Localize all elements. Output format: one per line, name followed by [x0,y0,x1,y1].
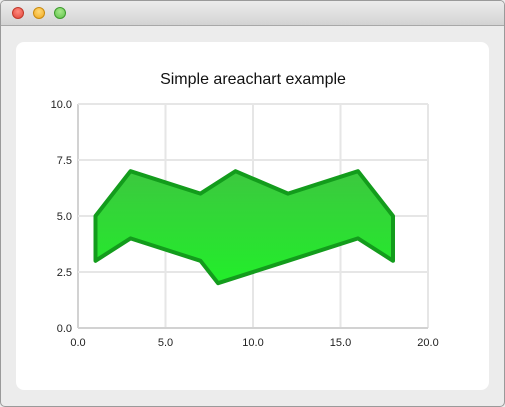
minimize-icon[interactable] [33,7,45,19]
y-tick-label: 0.0 [57,323,72,335]
chart-title: Simple areachart example [160,71,346,88]
axis-ticks: 0.0 5.0 10.0 15.0 20.0 0.0 2.5 5.0 7.5 10.0 [51,99,439,349]
y-tick-label: 2.5 [57,267,72,279]
y-tick-label: 10.0 [51,99,72,111]
title-bar [1,1,504,26]
area-fill [93,169,395,286]
y-tick-label: 5.0 [57,211,72,223]
x-tick-label: 15.0 [330,337,351,349]
x-tick-label: 20.0 [417,337,438,349]
x-tick-label: 10.0 [242,337,263,349]
area-series [93,169,395,286]
y-tick-label: 7.5 [57,155,72,167]
x-tick-label: 5.0 [158,337,173,349]
x-tick-label: 0.0 [70,337,85,349]
zoom-icon[interactable] [54,7,66,19]
close-icon[interactable] [12,7,24,19]
